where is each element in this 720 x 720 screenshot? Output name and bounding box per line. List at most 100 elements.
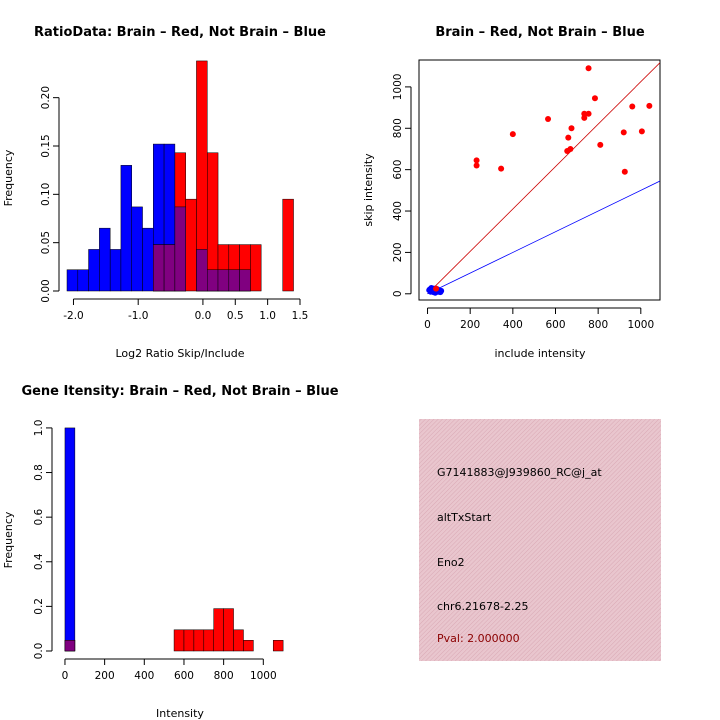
ratio-blue-bar — [99, 227, 111, 292]
gene-red-bar — [183, 629, 195, 652]
ratio-y-tick-label: 0.00 — [40, 279, 52, 302]
scatter-point-red — [585, 110, 592, 117]
ratio-overlap-bar — [217, 269, 230, 292]
ratio-blue-bar — [88, 249, 100, 292]
gene-red-bar — [203, 629, 214, 652]
ratio-y-tick-label: 0.05 — [40, 231, 52, 254]
scatter-point-red — [621, 168, 628, 175]
location-text: chr6.21678-2.25 — [437, 600, 529, 613]
scatter-fit-lines — [427, 62, 660, 295]
ratio-histogram-y-label: Frequency — [2, 149, 15, 206]
scatter-point-red — [581, 110, 588, 117]
ratio-overlap-bar — [228, 269, 240, 292]
gene-intensity-x-label: Intensity — [156, 707, 204, 720]
ratio-overlap-bar — [239, 269, 251, 292]
gene-y-tick-label: 0.8 — [33, 464, 45, 481]
scatter-point-red — [473, 162, 480, 169]
scatter-x-axis: 0 200 400 600 800 1000 — [424, 307, 654, 331]
scatter-point-red — [597, 141, 604, 148]
scatter-point-red — [567, 145, 574, 152]
gene-red-bar — [272, 640, 284, 652]
ratio-overlap-bar — [174, 206, 186, 292]
ratio-histogram-title: RatioData: Brain – Red, Not Brain – Blue — [34, 25, 326, 40]
ratio-blue-bar — [66, 269, 79, 292]
ratio-overlap-bar — [207, 269, 219, 292]
pval-text: Pval: 2.000000 — [437, 632, 520, 645]
ratio-histogram-panel: RatioData: Brain – Red, Not Brain – Blue… — [2, 25, 326, 360]
gene-intensity-x-axis: 0 200 400 600 800 1000 — [62, 658, 277, 682]
scatter-title: Brain – Red, Not Brain – Blue — [435, 25, 644, 40]
ratio-red-bar — [250, 244, 262, 292]
gene-x-tick-label: 1000 — [250, 670, 277, 682]
info-box-background — [419, 419, 661, 661]
scatter-y-tick-label: 800 — [392, 118, 404, 138]
gene-y-tick-label: 0.6 — [33, 508, 45, 525]
scatter-y-label: skip intensity — [362, 153, 375, 227]
scatter-x-tick-label: 600 — [545, 319, 565, 331]
scatter-y-tick-label: 1000 — [392, 74, 404, 101]
gene-y-tick-label: 0.4 — [33, 553, 45, 570]
scatter-point-red — [433, 285, 440, 292]
probe-id-text: G7141883@J939860_RC@j_at — [437, 466, 602, 479]
scatter-y-axis: 0 200 400 600 800 1000 — [392, 74, 412, 297]
ratio-x-tick-label: 1.5 — [292, 310, 309, 322]
ratio-histogram-x-axis: -2.0 -1.0 0.0 0.5 1.0 1.5 — [63, 298, 309, 322]
gene-red-bar — [213, 608, 224, 652]
gene-red-bar — [223, 608, 234, 652]
scatter-point-red — [509, 131, 516, 138]
gene-x-tick-label: 0 — [62, 670, 69, 682]
scatter-point-red — [585, 65, 592, 72]
ratio-overlap-bar — [163, 244, 176, 292]
gene-intensity-y-axis: 0.0 0.2 0.4 0.6 0.8 1.0 — [33, 420, 53, 660]
ratio-blue-bar — [109, 249, 122, 292]
scatter-point-red — [498, 165, 505, 172]
gene-red-bar — [233, 629, 244, 652]
ratio-x-tick-label: 0.0 — [195, 310, 212, 322]
ratio-y-tick-label: 0.15 — [40, 134, 52, 157]
scatter-x-label: include intensity — [494, 347, 586, 360]
scatter-x-tick-label: 800 — [588, 319, 608, 331]
scatter-point-red — [545, 115, 552, 122]
ratio-histogram-x-label: Log2 Ratio Skip/Include — [115, 347, 244, 360]
gene-red-bar — [243, 640, 254, 652]
event-type-text: altTxStart — [437, 511, 492, 524]
scatter-point-red — [568, 125, 575, 132]
scatter-y-tick-label: 200 — [392, 242, 404, 262]
ratio-red-bar — [282, 198, 294, 292]
gene-y-tick-label: 0.2 — [33, 598, 45, 615]
ratio-histogram-y-axis: 0.00 0.05 0.10 0.15 0.20 — [40, 86, 60, 303]
intensity-scatter-panel: Brain – Red, Not Brain – Blue 0 200 400 600… — [362, 25, 661, 360]
scatter-point-red — [581, 114, 588, 121]
gene-red-bar — [193, 629, 205, 652]
ratio-blue-bar — [77, 269, 89, 292]
scatter-y-tick-label: 400 — [392, 201, 404, 221]
ratio-x-tick-label: -2.0 — [63, 310, 84, 322]
ratio-blue-bar — [131, 206, 143, 292]
gene-name-text: Eno2 — [437, 556, 465, 569]
ratio-blue-bar — [142, 227, 154, 292]
scatter-point-red — [620, 129, 627, 136]
gene-y-tick-label: 1.0 — [33, 420, 45, 437]
ratio-y-tick-label: 0.10 — [40, 183, 52, 206]
gene-overlap-bar — [64, 640, 76, 652]
scatter-point-red — [646, 102, 653, 109]
scatter-points — [426, 65, 653, 296]
ratio-y-tick-label: 0.20 — [40, 86, 52, 109]
scatter-plot-frame — [418, 59, 661, 301]
scatter-point-blue — [438, 287, 445, 294]
scatter-point-red — [473, 157, 480, 164]
scatter-point-red — [638, 128, 645, 135]
gene-intensity-y-label: Frequency — [2, 511, 15, 568]
gene-x-tick-label: 200 — [95, 670, 115, 682]
ratio-overlap-bar — [153, 244, 165, 292]
scatter-x-tick-label: 1000 — [627, 319, 654, 331]
scatter-fit-line-red — [427, 62, 660, 295]
scatter-point-red — [629, 103, 636, 110]
scatter-x-tick-label: 400 — [503, 319, 523, 331]
gene-intensity-title: Gene Itensity: Brain – Red, Not Brain – … — [21, 384, 338, 399]
ratio-red-bar — [185, 198, 197, 292]
gene-red-bar — [173, 629, 185, 652]
scatter-y-tick-label: 600 — [392, 160, 404, 180]
gene-y-tick-label: 0.0 — [33, 643, 45, 660]
